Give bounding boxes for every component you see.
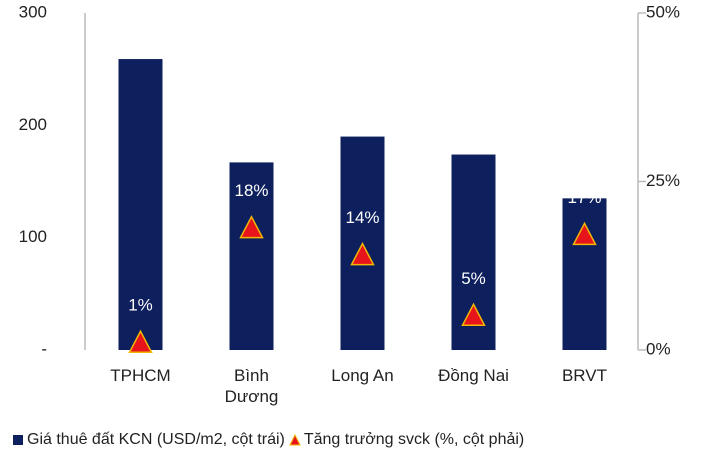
bar	[118, 59, 163, 350]
y-tick-label: -	[41, 339, 47, 358]
marker	[572, 221, 597, 246]
data-label: 1%	[128, 296, 153, 315]
legend-label: Giá thuê đất KCN (USD/m2, cột trái)	[27, 431, 285, 448]
y2-tick-label: 0%	[646, 339, 671, 358]
x-tick-label: BRVT	[561, 366, 608, 385]
legend-swatch	[13, 435, 23, 445]
legend-label: Tăng trưởng svck (%, cột phải)	[303, 431, 525, 448]
legend-item: Tăng trưởng svck (%, cột phải)	[289, 431, 524, 449]
y2-tick-label: 25%	[646, 171, 680, 190]
data-label: 14%	[345, 208, 379, 227]
data-label: 5%	[461, 269, 486, 288]
bar	[229, 162, 274, 350]
x-tick-label: Long An	[331, 366, 394, 385]
legend-item: Giá thuê đất KCN (USD/m2, cột trái)	[12, 431, 285, 449]
x-tick-label: Bình Dương	[224, 366, 279, 406]
data-label: 17%	[567, 188, 601, 207]
legend-marker	[13, 435, 23, 445]
x-tick-label: TPHCM	[110, 366, 171, 385]
legend-marker	[289, 434, 301, 446]
y2-tick-label: 50%	[646, 2, 680, 21]
data-label: 18%	[234, 181, 268, 200]
legend: Giá thuê đất KCN (USD/m2, cột trái) Tăng …	[12, 431, 528, 449]
marker	[239, 215, 264, 239]
y-tick-label: 100	[19, 227, 47, 246]
x-tick-label: Đồng Nai	[438, 366, 509, 385]
y-tick-label: 200	[19, 115, 47, 134]
marker	[128, 329, 153, 354]
marker	[461, 302, 486, 327]
bar	[562, 198, 607, 350]
y-tick-label: 300	[19, 2, 47, 21]
legend-swatch	[289, 434, 301, 446]
marker	[350, 242, 375, 266]
